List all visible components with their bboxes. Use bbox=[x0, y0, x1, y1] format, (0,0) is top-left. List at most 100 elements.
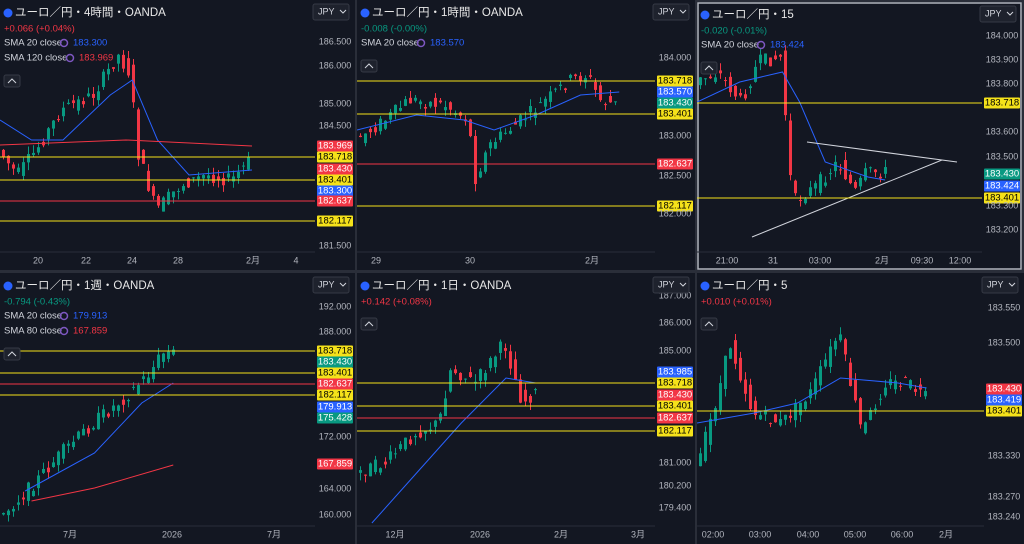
collapse-button[interactable] bbox=[3, 74, 21, 88]
candle bbox=[2, 512, 5, 515]
price-tag-label: 179.913 bbox=[318, 402, 352, 413]
candle bbox=[729, 76, 732, 93]
candle bbox=[414, 435, 417, 438]
currency-button[interactable] bbox=[981, 276, 1019, 294]
candle bbox=[87, 428, 90, 434]
collapse-button[interactable] bbox=[360, 59, 378, 73]
collapse-button[interactable] bbox=[3, 347, 21, 361]
price-tag-label: 183.419 bbox=[987, 395, 1021, 406]
candle bbox=[479, 171, 482, 178]
currency-button[interactable] bbox=[312, 276, 350, 294]
sma-line bbox=[357, 91, 620, 131]
candle bbox=[374, 459, 377, 473]
candle bbox=[734, 340, 737, 364]
candle bbox=[92, 93, 95, 98]
candle bbox=[137, 109, 140, 160]
chart-panel[interactable]: 183.718183.430183.424183.401184.000183.9… bbox=[697, 2, 1022, 270]
indicator-settings[interactable] bbox=[416, 38, 426, 48]
price-tag bbox=[657, 425, 693, 437]
candle bbox=[147, 377, 150, 383]
time-axis-label: 12月 bbox=[385, 529, 404, 539]
currency-button[interactable] bbox=[652, 276, 690, 294]
candle bbox=[97, 91, 100, 101]
candle bbox=[187, 178, 190, 188]
candle bbox=[724, 80, 727, 82]
currency-label: JPY bbox=[985, 8, 1002, 18]
candle bbox=[814, 183, 817, 189]
candle bbox=[584, 78, 587, 83]
indicator-settings[interactable] bbox=[756, 40, 766, 50]
candle bbox=[374, 127, 377, 133]
candle bbox=[854, 181, 857, 188]
collapse-icon bbox=[364, 321, 374, 327]
collapse-button[interactable] bbox=[700, 317, 718, 331]
price-axis-label: 183.000 bbox=[659, 130, 692, 140]
indicator-settings[interactable] bbox=[59, 326, 69, 336]
candle bbox=[162, 197, 165, 212]
candle bbox=[799, 200, 802, 202]
candle bbox=[714, 77, 717, 82]
currency-button[interactable] bbox=[312, 3, 350, 21]
price-tag-label: 183.401 bbox=[318, 368, 352, 379]
candle bbox=[879, 398, 882, 400]
chart-panel[interactable]: 183.718183.570183.430183.401182.637182.1… bbox=[357, 0, 695, 270]
collapse-button[interactable] bbox=[700, 61, 718, 75]
indicator-settings[interactable] bbox=[59, 38, 69, 48]
candle bbox=[834, 340, 837, 350]
price-tag bbox=[986, 394, 1022, 406]
candle bbox=[859, 177, 862, 187]
candle bbox=[399, 444, 402, 450]
candle bbox=[729, 348, 732, 359]
currency-button[interactable] bbox=[979, 5, 1017, 23]
currency-arrow bbox=[679, 9, 687, 14]
time-axis-label: 3月 bbox=[631, 529, 645, 539]
candle bbox=[379, 468, 382, 473]
price-tag bbox=[317, 458, 353, 470]
candle bbox=[464, 378, 467, 380]
indicator-settings[interactable] bbox=[65, 53, 75, 63]
time-axis-label: 06:00 bbox=[891, 529, 914, 539]
price-tag-label: 182.637 bbox=[658, 413, 692, 424]
price-axis-label: 183.300 bbox=[986, 200, 1019, 210]
candle bbox=[12, 508, 15, 512]
indicator-value: 183.570 bbox=[430, 38, 464, 49]
collapse-button[interactable] bbox=[360, 317, 378, 331]
candle bbox=[779, 54, 782, 57]
candle bbox=[117, 405, 120, 411]
price-tag bbox=[657, 377, 693, 389]
candle bbox=[489, 358, 492, 368]
panel-title: ユーロ／円・1日・OANDA bbox=[372, 279, 512, 292]
candle bbox=[147, 170, 150, 191]
chart-panel[interactable]: 183.969183.718183.430183.401183.300182.6… bbox=[0, 0, 355, 270]
time-axis-label: 31 bbox=[768, 255, 778, 265]
candle bbox=[22, 497, 25, 500]
candle bbox=[844, 339, 847, 355]
time-axis-label: 22 bbox=[81, 255, 91, 265]
indicator-settings[interactable] bbox=[59, 311, 69, 321]
currency-button[interactable] bbox=[652, 3, 690, 21]
candle bbox=[394, 453, 397, 455]
candle bbox=[152, 186, 155, 196]
candle bbox=[769, 423, 772, 425]
indicator-value: 183.300 bbox=[73, 38, 107, 49]
sma-line bbox=[24, 382, 174, 492]
candle bbox=[594, 81, 597, 90]
price-axis-label: 185.000 bbox=[319, 98, 352, 108]
price-tag bbox=[657, 86, 693, 98]
candle bbox=[12, 164, 15, 169]
chart-panel[interactable]: 183.718183.430183.401182.637182.117179.9… bbox=[0, 273, 355, 544]
candle bbox=[77, 99, 80, 111]
price-axis-label: 184.500 bbox=[319, 120, 352, 130]
candle bbox=[759, 54, 762, 64]
candle bbox=[217, 176, 220, 181]
candle bbox=[719, 383, 722, 411]
candle bbox=[379, 118, 382, 132]
candle bbox=[52, 120, 55, 129]
candle bbox=[809, 187, 812, 196]
candle bbox=[814, 378, 817, 395]
candle bbox=[389, 112, 392, 120]
candle bbox=[544, 98, 547, 107]
price-tag bbox=[317, 185, 353, 197]
